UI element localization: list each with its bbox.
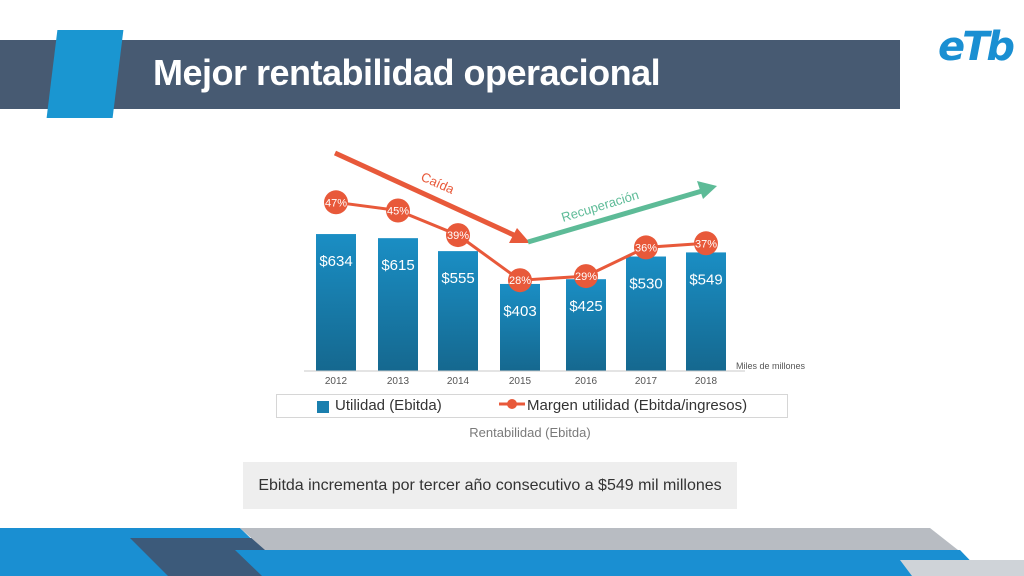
recuperacion-arrow-head [697,181,717,199]
ebitda-chart: $634 $615$555$403 $425$530 $549 2012 2013 201… [304,150,745,387]
margin-value-label: 29% [575,271,597,283]
title-bar [0,40,900,109]
recuperacion-arrow [527,188,703,245]
bar-2016 [566,279,606,371]
margin-marker-2017 [634,235,658,260]
note-box: Ebitda incrementa por tercer año consecu… [243,462,737,509]
margin-value-label: 47% [325,197,347,209]
margin-marker-2013 [386,198,410,223]
margin-value-label: 36% [635,242,657,254]
caida-arrow [333,150,518,239]
bar-2017 [626,256,666,371]
bar-value-label: $555 [441,270,474,287]
legend-label-ebitda: Utilidad (Ebitda) [335,397,442,414]
x-tick-labels: 2012 2013 2014 2015 2016 2017 2018 [325,376,718,387]
x-tick-label: 2015 [509,376,532,387]
legend-bar-swatch [317,401,329,413]
legend-label-margin: Margen utilidad (Ebitda/ingresos) [527,397,748,414]
margin-value-label: 37% [695,238,717,250]
caida-arrow-head [509,228,530,243]
slide-title: Mejor rentabilidad operacional [153,52,661,93]
chart-legend: Utilidad (Ebitda) Margen utilidad (Ebitd… [276,394,788,418]
x-tick-label: 2013 [387,376,410,387]
bar-value-label: $403 [503,303,536,320]
bar-2014 [438,251,478,371]
x-tick-label: 2014 [447,376,470,387]
margin-value-label: 45% [387,206,409,218]
bar-value-label: $549 [689,271,722,288]
margin-marker-2012 [324,190,348,215]
margin-line-series: 47% 45% 39% 28% 29% 36% 37% [324,190,718,293]
bar-value-label: $634 [319,253,352,270]
x-tick-label: 2012 [325,376,348,387]
bar-2015 [500,283,540,371]
etb-logo: eTb [938,24,1015,70]
margin-marker-2018 [694,231,718,256]
units-label: Miles de millones [736,361,806,371]
x-tick-label: 2017 [635,376,658,387]
footer-decoration [0,528,1024,576]
margin-value-label: 39% [447,230,469,242]
x-tick-label: 2018 [695,376,718,387]
bar-value-label: $615 [381,257,414,274]
bar-2013 [378,238,418,371]
margin-marker-2014 [446,223,470,248]
margin-marker-2016 [574,264,598,289]
legend-line-swatch [499,399,525,409]
bar-2012 [316,234,356,371]
chart-caption: Rentabilidad (Ebitda) [469,425,591,440]
note-text: Ebitda incrementa por tercer año consecu… [258,477,722,494]
x-tick-label: 2016 [575,376,598,387]
bar-value-label: $530 [629,276,662,293]
bar-value-label: $425 [569,298,602,315]
margin-marker-2015 [508,268,532,293]
bar-2018 [686,252,726,371]
margin-value-label: 28% [509,275,531,287]
bar-series: $634 $615 $555 $403 $425 $530 $549 [316,234,726,371]
